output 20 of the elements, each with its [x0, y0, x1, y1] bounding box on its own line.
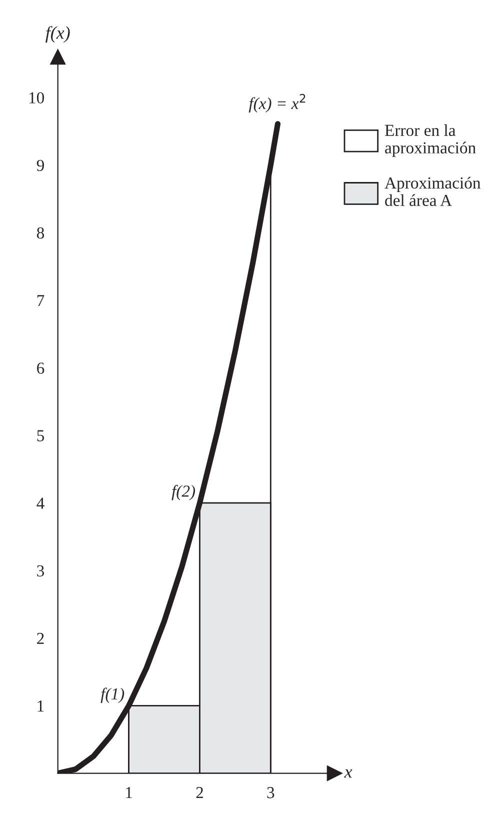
legend-label: Error en la aproximación	[384, 124, 476, 157]
x-tick-label: 3	[267, 787, 274, 798]
y-tick-label: 1	[38, 700, 44, 712]
y-tick-label: 3	[37, 565, 44, 577]
y-tick-label: 5	[37, 430, 44, 442]
y-tick-label: 7	[37, 295, 44, 306]
annotation: f(1)	[100, 688, 124, 703]
y-axis-title: f(x)	[46, 26, 70, 43]
y-tick-label: 2	[37, 632, 44, 644]
legend-label: Aproximación del área A	[384, 176, 481, 206]
annotation: f(x) = x$^{2}$	[248, 94, 306, 113]
x-tick-label: 1	[126, 787, 132, 798]
y-tick-label: 4	[36, 498, 44, 509]
y-tick-label: 10	[29, 92, 44, 104]
y-tick-label: 9	[36, 160, 44, 172]
x-tick-label: 2	[196, 787, 203, 798]
y-tick-label: 6	[37, 362, 44, 374]
x-axis-title: x	[344, 769, 352, 778]
annotation: f(2)	[172, 484, 196, 500]
y-tick-label: 8	[36, 227, 44, 239]
